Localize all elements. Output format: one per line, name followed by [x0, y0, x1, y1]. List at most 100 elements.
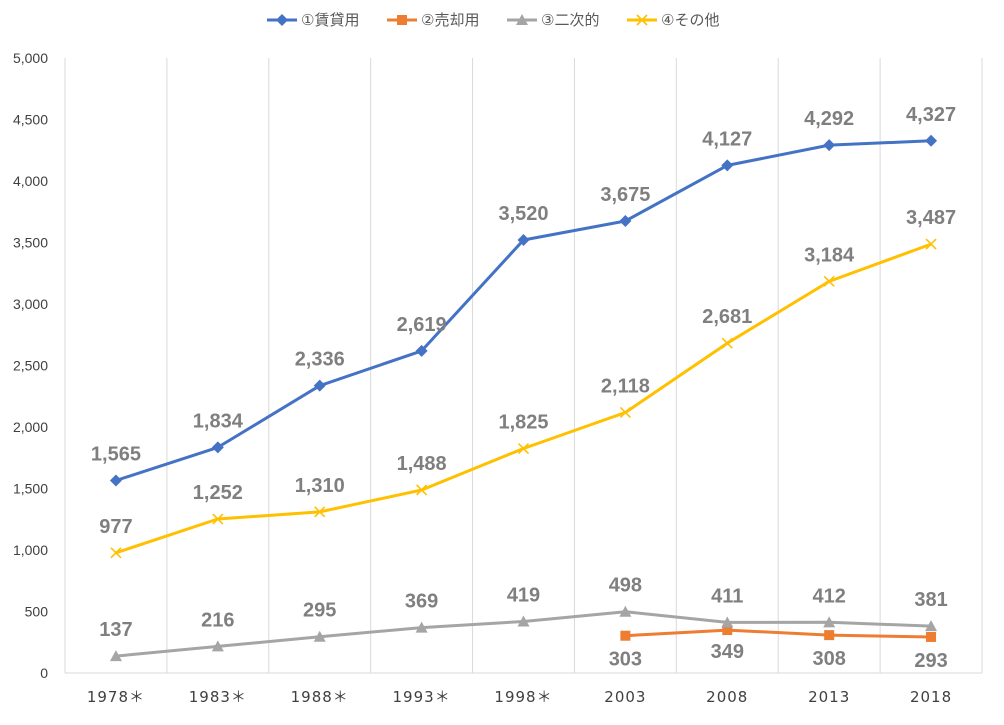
- data-label: 1,252: [193, 482, 243, 504]
- series-line: [625, 628, 932, 639]
- triangle-marker: [721, 616, 734, 628]
- triangle-marker: [516, 14, 528, 25]
- triangle-marker: [211, 640, 224, 652]
- x-tick-label: 1978＊: [87, 688, 145, 706]
- x-marker-stroke: [314, 506, 326, 518]
- diamond-marker: [276, 14, 288, 26]
- grid-lines: [64, 58, 983, 673]
- data-label: 411: [711, 585, 743, 607]
- legend-label: ①賃貸用: [301, 11, 359, 29]
- x-marker: [314, 506, 326, 518]
- y-tick-label: 2,000: [13, 419, 48, 435]
- diamond-marker: [925, 134, 938, 147]
- x-marker-stroke: [636, 14, 648, 26]
- square-marker: [397, 15, 407, 25]
- triangle-marker: [823, 616, 836, 628]
- square-marker: [620, 630, 631, 641]
- x-tick-label: 1983＊: [189, 688, 247, 706]
- legend-item: ②売却用: [387, 11, 479, 29]
- data-label: 3,184: [804, 244, 855, 266]
- legend-label: ④その他: [661, 11, 719, 29]
- x-tick-label: 1998＊: [494, 688, 552, 706]
- data-label: 4,292: [804, 108, 854, 130]
- x-marker: [925, 238, 937, 250]
- triangle-marker: [619, 605, 632, 617]
- x-marker: [110, 547, 122, 559]
- x-marker: [416, 484, 428, 496]
- legend-item: ①賃貸用: [267, 11, 359, 29]
- triangle-marker: [517, 615, 530, 627]
- data-label: 1,488: [397, 453, 447, 475]
- x-marker: [619, 406, 631, 419]
- data-label: 2,336: [295, 349, 345, 371]
- data-label: 295: [303, 600, 336, 622]
- data-label: 137: [99, 619, 132, 641]
- y-tick-label: 1,000: [13, 542, 48, 558]
- square-marker: [722, 625, 733, 636]
- x-marker-stroke: [619, 406, 631, 419]
- x-marker: [721, 337, 733, 349]
- x-tick-label: 1993＊: [393, 688, 451, 706]
- diamond-marker: [517, 234, 530, 247]
- x-marker-stroke: [823, 275, 835, 287]
- y-tick-label: 0: [40, 665, 48, 681]
- series-②売却用: [620, 625, 937, 642]
- x-tick-label: 2008: [706, 688, 748, 706]
- y-tick-label: 3,500: [13, 235, 48, 251]
- data-label: 412: [812, 585, 845, 607]
- y-tick-label: 4,500: [13, 112, 48, 128]
- square-marker: [926, 631, 937, 642]
- series-④その他: [110, 238, 937, 559]
- series-①賃貸用: [109, 134, 938, 487]
- square-marker: [824, 630, 835, 641]
- legend-item: ④その他: [627, 11, 719, 29]
- x-marker-stroke: [110, 547, 122, 559]
- x-marker: [636, 14, 648, 26]
- y-tick-label: 500: [25, 604, 49, 620]
- x-tick-label: 2003: [604, 688, 646, 706]
- data-label: 216: [201, 609, 234, 631]
- data-label: 293: [914, 650, 947, 672]
- data-label: 349: [711, 641, 744, 663]
- data-label: 3,487: [906, 207, 956, 229]
- legend-item: ③二次的: [507, 11, 599, 29]
- data-label: 2,681: [702, 306, 752, 328]
- diamond-marker: [619, 214, 632, 227]
- x-marker-stroke: [721, 337, 733, 349]
- legend: ①賃貸用 ②売却用 ③二次的 ④その他: [267, 11, 719, 29]
- data-label: 4,127: [702, 128, 752, 150]
- data-label: 1,310: [295, 475, 345, 497]
- x-tick-label: 1988＊: [291, 688, 349, 706]
- y-tick-label: 4,000: [13, 173, 48, 189]
- data-label: 303: [609, 649, 642, 671]
- data-label: 977: [99, 516, 132, 538]
- x-marker-stroke: [517, 442, 530, 455]
- data-label: 498: [609, 575, 642, 597]
- y-tick-label: 5,000: [13, 50, 48, 66]
- data-label: 3,520: [498, 203, 548, 225]
- axes: 0 500 1,000 1,500 2,000 2,500 3,000 3,500 4,000 4…: [13, 50, 982, 706]
- x-marker-stroke: [212, 513, 224, 525]
- y-tick-label: 2,500: [13, 358, 48, 374]
- legend-label: ③二次的: [541, 11, 599, 29]
- x-marker: [823, 275, 835, 287]
- data-label: 369: [405, 591, 438, 613]
- diamond-marker: [313, 379, 326, 392]
- x-marker-stroke: [925, 238, 937, 250]
- data-label: 1,565: [91, 444, 141, 466]
- diamond-marker: [823, 139, 836, 152]
- data-label: 308: [812, 648, 845, 670]
- data-label: 4,327: [906, 104, 956, 126]
- triangle-marker: [925, 620, 938, 632]
- triangle-marker: [313, 630, 326, 642]
- data-labels: 1,565 1,834 2,336 2,619 3,520 3,675 4,127 4,292…: [91, 104, 956, 672]
- triangle-marker: [415, 621, 428, 633]
- data-label: 3,675: [600, 184, 650, 206]
- series-③二次的: [109, 605, 938, 662]
- diamond-marker: [721, 159, 734, 172]
- y-tick-label: 1,500: [13, 481, 48, 497]
- series-line: [115, 242, 932, 555]
- x-tick-label: 2013: [808, 688, 850, 706]
